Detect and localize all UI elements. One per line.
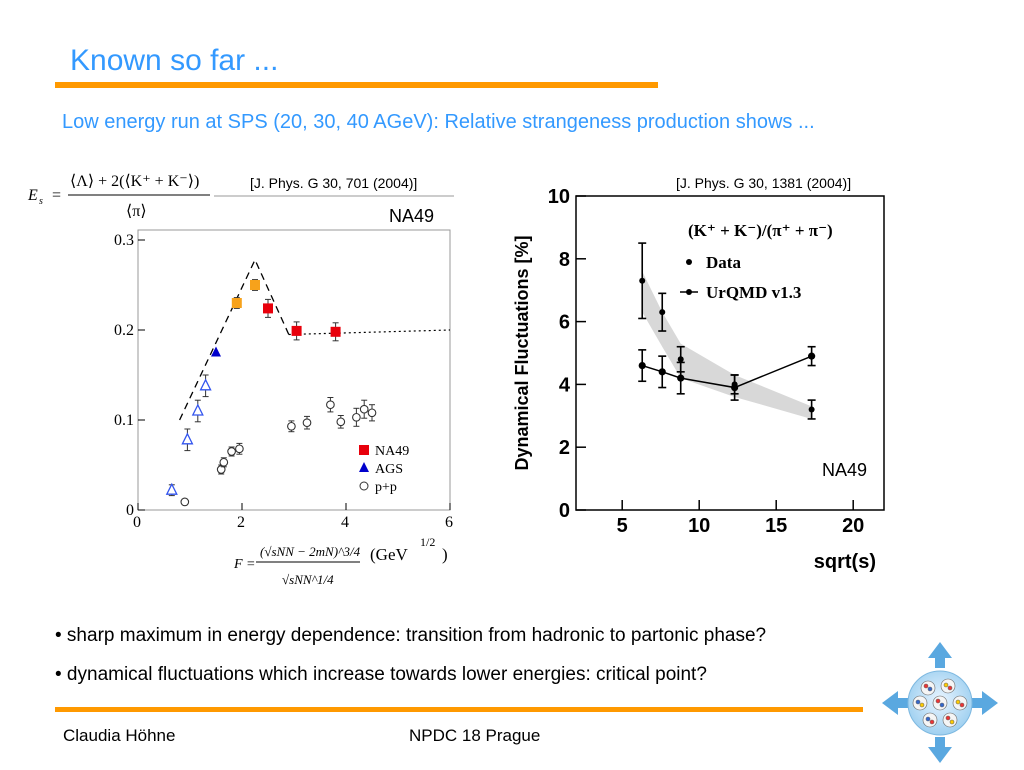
x-unit-close: ) <box>442 545 448 564</box>
data-point-triangle-open <box>165 482 178 495</box>
data-point-circle <box>180 497 190 507</box>
data-point <box>639 277 646 284</box>
formula-es-lhs: E <box>27 187 38 204</box>
y-tick-label: 10 <box>548 186 570 208</box>
data-point <box>638 361 646 370</box>
right-na49-tag: NA49 <box>822 460 867 480</box>
formula-f-denominator: √sNN^1/4 <box>282 572 334 587</box>
left-figure: E s = ⟨Λ⟩ + 2(⟨K⁺ + K⁻⟩) ⟨π⟩ [J. Phys. G… <box>24 158 460 598</box>
left-chart: E s = ⟨Λ⟩ + 2(⟨K⁺ + K⁻⟩) ⟨π⟩ [J. Phys. G… <box>27 173 454 587</box>
x-tick-label: 15 <box>765 515 787 537</box>
data-point-square <box>330 326 341 337</box>
right-plot-area: 5 10 15 20 0 2 4 6 8 10 sqrt(s) Dynamical Fluctuati… <box>512 186 885 573</box>
x-tick-label: 20 <box>842 515 864 537</box>
y-tick-label: 0.1 <box>114 412 134 429</box>
data-point <box>658 368 666 376</box>
legend-marker <box>686 259 692 265</box>
formula-f-numerator: (√sNN − 2mN)^3/4 <box>260 544 361 559</box>
data-point <box>659 309 666 316</box>
slide-subtitle: Low energy run at SPS (20, 30, 40 AGeV):… <box>62 111 815 133</box>
data-point-triangle <box>211 346 221 357</box>
footer-rule <box>55 707 863 712</box>
y-tick-label: 4 <box>559 374 571 396</box>
data-point-circle <box>352 412 361 422</box>
footer-author: Claudia Höhne <box>63 726 176 745</box>
formula-es-equals: = <box>52 187 61 204</box>
data-point-square <box>263 303 273 314</box>
data-point-square <box>291 325 302 336</box>
y-tick-label: 0 <box>559 500 570 522</box>
data-point <box>808 406 815 413</box>
x-tick-label: 0 <box>133 514 141 531</box>
data-point-circle <box>336 417 346 427</box>
left-plot-frame <box>137 229 451 511</box>
data-point-circle <box>302 418 312 428</box>
y-axis-label: Dynamical Fluctuations [%] <box>512 235 532 470</box>
data-point <box>808 352 816 360</box>
legend-marker <box>359 481 369 491</box>
x-tick-label: 6 <box>445 514 453 531</box>
data-point-circle <box>235 444 244 454</box>
title-underline <box>55 82 658 88</box>
left-reference: [J. Phys. G 30, 701 (2004)] <box>250 175 417 191</box>
bullet-1: • sharp maximum in energy dependence: tr… <box>55 625 767 646</box>
legend-marker <box>359 462 369 472</box>
legend-marker <box>359 445 369 455</box>
slide-title: Known so far ... <box>70 44 279 77</box>
legend-label: Data <box>706 253 741 272</box>
data-point-square <box>250 280 260 290</box>
y-tick-label: 0 <box>126 502 134 519</box>
data-point-square <box>231 298 242 308</box>
legend-label: NA49 <box>375 444 409 459</box>
x-axis-label: sqrt(s) <box>814 551 876 573</box>
y-tick-label: 0.2 <box>114 322 134 339</box>
right-chart: [J. Phys. G 30, 1381 (2004)] 5 10 15 20 0 2 4 6… <box>512 175 885 573</box>
data-point <box>677 356 684 363</box>
y-tick-label: 2 <box>559 437 570 459</box>
data-point-triangle-open <box>199 378 212 391</box>
data-point-circle <box>359 404 369 414</box>
footer-conference: NPDC 18 Prague <box>409 726 541 745</box>
formula-es-sub: s <box>39 196 43 207</box>
data-point-circle <box>367 408 377 418</box>
left-plot-area: 0 2 4 6 0 0.1 0.2 0.3 NA49 AGS p+p <box>114 229 453 531</box>
x-tick-label: 2 <box>237 514 245 531</box>
formula-f-lhs: F = <box>233 557 256 572</box>
legend-label: AGS <box>375 462 403 477</box>
legend-label: UrQMD v1.3 <box>706 283 801 302</box>
data-point-circle <box>227 447 236 456</box>
x-unit-exponent: 1/2 <box>420 535 435 549</box>
formula-es-denominator: ⟨π⟩ <box>126 203 147 220</box>
nucleus-arrows-icon <box>880 640 1000 765</box>
bullet-2: • dynamical fluctuations which increase … <box>55 664 707 685</box>
right-plot-frame <box>575 195 885 511</box>
right-reference: [J. Phys. G 30, 1381 (2004)] <box>676 175 851 191</box>
data-point-circle <box>326 400 335 410</box>
dotted-fit-curve <box>288 329 451 336</box>
x-tick-label: 5 <box>617 515 628 537</box>
x-unit-label: (GeV <box>370 545 408 564</box>
legend-marker <box>686 289 692 295</box>
formula-es-numerator: ⟨Λ⟩ + 2(⟨K⁺ + K⁻⟩) <box>70 173 199 190</box>
dashed-fit-curve <box>179 258 290 421</box>
left-na49-tag: NA49 <box>389 206 434 226</box>
data-point <box>731 383 739 392</box>
legend-label: p+p <box>375 480 397 495</box>
model-band <box>642 271 812 419</box>
y-tick-label: 6 <box>559 312 570 334</box>
data-point-triangle-open <box>191 403 204 416</box>
data-point-circle <box>287 421 296 431</box>
data-point-triangle-open <box>181 432 194 445</box>
x-tick-label: 10 <box>688 515 710 537</box>
y-tick-label: 0.3 <box>114 232 134 249</box>
data-point <box>677 374 685 382</box>
x-tick-label: 4 <box>341 514 349 531</box>
legend-title: (K⁺ + K⁻)/(π⁺ + π⁻) <box>688 221 833 240</box>
data-point-circle <box>219 457 229 467</box>
right-figure: [J. Phys. G 30, 1381 (2004)] 5 10 15 20 0 2 4 6… <box>500 170 900 590</box>
y-tick-label: 8 <box>559 249 570 271</box>
